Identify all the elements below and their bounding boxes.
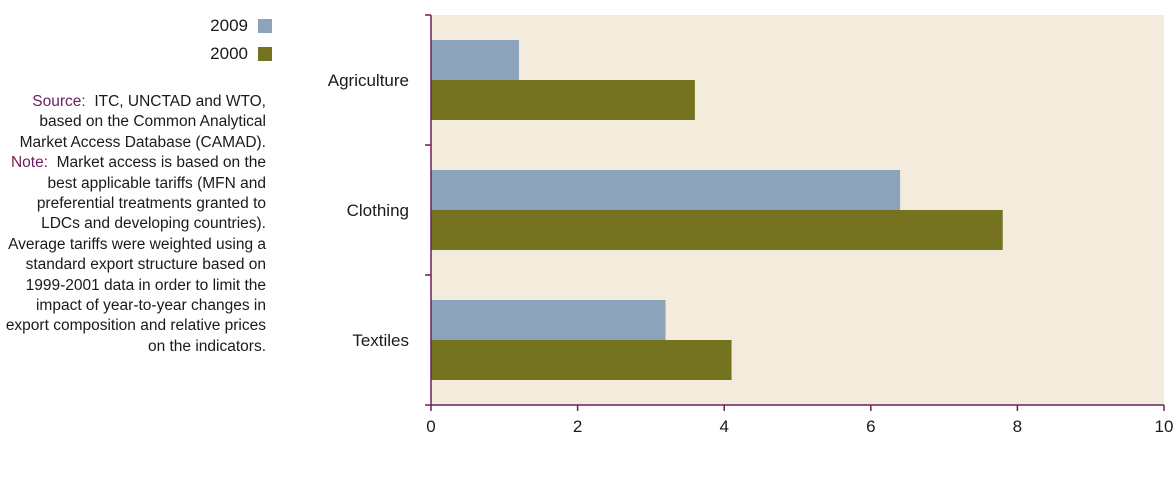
source-label: Source: [32, 93, 86, 110]
legend-label: 2000 [210, 44, 248, 63]
x-tick-label: 6 [866, 417, 875, 436]
source-text: ITC, UNCTAD and WTO, based on the Common… [19, 93, 266, 151]
x-tick-label: 10 [1155, 417, 1174, 436]
legend-swatch [258, 19, 272, 33]
note-text: Market access is based on the best appli… [5, 154, 266, 355]
x-tick-label: 0 [426, 417, 435, 436]
category-label: Clothing [347, 201, 409, 220]
bar-clothing-2000 [431, 210, 1003, 250]
category-label: Textiles [352, 331, 409, 350]
legend-label: 2009 [210, 16, 248, 35]
source-note: Source: ITC, UNCTAD and WTO, based on th… [0, 92, 266, 357]
legend-item-2009: 2009 [150, 12, 272, 40]
legend-swatch [258, 47, 272, 61]
bar-clothing-2009 [431, 170, 901, 210]
note-label: Note: [10, 154, 49, 172]
bar-agriculture-2009 [431, 40, 519, 80]
legend-item-2000: 2000 [150, 40, 272, 68]
legend: 2009 2000 [150, 12, 272, 68]
x-tick-label: 2 [573, 417, 582, 436]
x-tick-label: 8 [1013, 417, 1022, 436]
bar-agriculture-2000 [431, 80, 695, 120]
bar-textiles-2009 [431, 300, 666, 340]
category-label: Agriculture [328, 71, 409, 90]
bar-textiles-2000 [431, 340, 732, 380]
x-tick-label: 4 [719, 417, 728, 436]
